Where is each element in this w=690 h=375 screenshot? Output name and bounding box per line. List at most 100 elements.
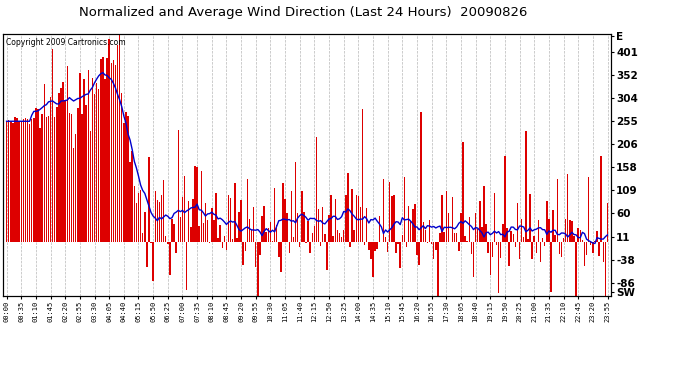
Bar	[561, 242, 562, 257]
Bar	[571, 221, 573, 242]
Bar	[132, 151, 133, 242]
Bar	[293, 237, 294, 242]
Bar	[240, 200, 241, 242]
Bar	[604, 242, 606, 324]
Bar	[596, 231, 598, 242]
Bar	[307, 221, 309, 242]
Bar	[197, 167, 198, 242]
Bar	[25, 118, 26, 242]
Bar	[404, 177, 405, 242]
Bar	[284, 200, 286, 242]
Bar	[230, 198, 231, 242]
Bar	[500, 242, 502, 258]
Bar	[242, 242, 244, 265]
Bar	[29, 124, 30, 242]
Bar	[326, 242, 328, 270]
Bar	[217, 238, 219, 242]
Bar	[12, 123, 14, 242]
Bar	[412, 209, 413, 242]
Bar	[550, 242, 552, 292]
Bar	[504, 156, 506, 242]
Bar	[607, 203, 609, 242]
Bar	[422, 222, 424, 242]
Bar	[410, 221, 411, 242]
Bar	[359, 207, 361, 242]
Bar	[479, 201, 480, 242]
Bar	[136, 203, 137, 242]
Bar	[303, 212, 305, 242]
Bar	[58, 93, 59, 242]
Bar	[513, 234, 514, 242]
Bar	[555, 235, 556, 242]
Bar	[77, 108, 79, 242]
Bar	[511, 231, 512, 242]
Bar	[112, 60, 114, 242]
Bar	[426, 242, 428, 243]
Text: Normalized and Average Wind Direction (Last 24 Hours)  20090826: Normalized and Average Wind Direction (L…	[79, 6, 528, 19]
Bar	[529, 194, 531, 242]
Bar	[433, 242, 435, 259]
Bar	[48, 116, 49, 242]
Bar	[73, 148, 75, 242]
Bar	[343, 230, 344, 242]
Bar	[460, 213, 462, 242]
Bar	[387, 242, 388, 252]
Bar	[485, 224, 487, 242]
Text: Copyright 2009 Cartronics.com: Copyright 2009 Cartronics.com	[6, 38, 126, 47]
Bar	[397, 242, 399, 244]
Bar	[366, 208, 368, 242]
Bar	[138, 193, 139, 242]
Bar	[542, 238, 543, 242]
Bar	[94, 94, 95, 242]
Bar	[165, 236, 166, 242]
Bar	[125, 112, 127, 242]
Bar	[452, 197, 453, 242]
Bar	[181, 196, 184, 242]
Bar	[527, 239, 529, 242]
Bar	[274, 188, 275, 242]
Bar	[428, 220, 431, 242]
Bar	[199, 226, 200, 242]
Bar	[56, 107, 57, 242]
Bar	[17, 118, 18, 242]
Bar	[351, 189, 353, 242]
Bar	[322, 207, 324, 242]
Bar	[290, 191, 292, 242]
Bar	[238, 212, 239, 242]
Bar	[213, 220, 215, 242]
Bar	[471, 242, 472, 254]
Bar	[473, 242, 474, 277]
Bar	[506, 228, 508, 242]
Bar	[259, 242, 261, 255]
Bar	[509, 242, 510, 266]
Bar	[464, 236, 466, 242]
Bar	[546, 201, 548, 242]
Bar	[209, 242, 210, 243]
Bar	[569, 220, 571, 242]
Bar	[389, 182, 391, 242]
Bar	[186, 242, 188, 290]
Bar	[519, 242, 520, 259]
Bar	[110, 63, 112, 242]
Bar	[288, 242, 290, 253]
Bar	[592, 242, 593, 253]
Bar	[440, 232, 441, 242]
Bar	[264, 207, 265, 242]
Bar	[127, 116, 129, 242]
Bar	[424, 230, 426, 242]
Bar	[297, 213, 298, 242]
Bar	[355, 195, 357, 242]
Bar	[71, 114, 72, 242]
Bar	[92, 78, 93, 242]
Bar	[232, 239, 233, 242]
Bar	[385, 237, 386, 242]
Bar	[115, 65, 116, 242]
Bar	[335, 199, 336, 242]
Bar	[100, 59, 101, 242]
Bar	[179, 217, 181, 242]
Bar	[357, 195, 359, 242]
Bar	[211, 209, 213, 242]
Bar	[88, 70, 89, 242]
Bar	[364, 242, 366, 244]
Bar	[494, 192, 495, 242]
